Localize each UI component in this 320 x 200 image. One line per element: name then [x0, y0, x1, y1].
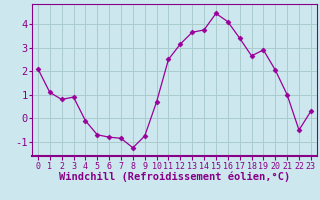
X-axis label: Windchill (Refroidissement éolien,°C): Windchill (Refroidissement éolien,°C): [59, 172, 290, 182]
